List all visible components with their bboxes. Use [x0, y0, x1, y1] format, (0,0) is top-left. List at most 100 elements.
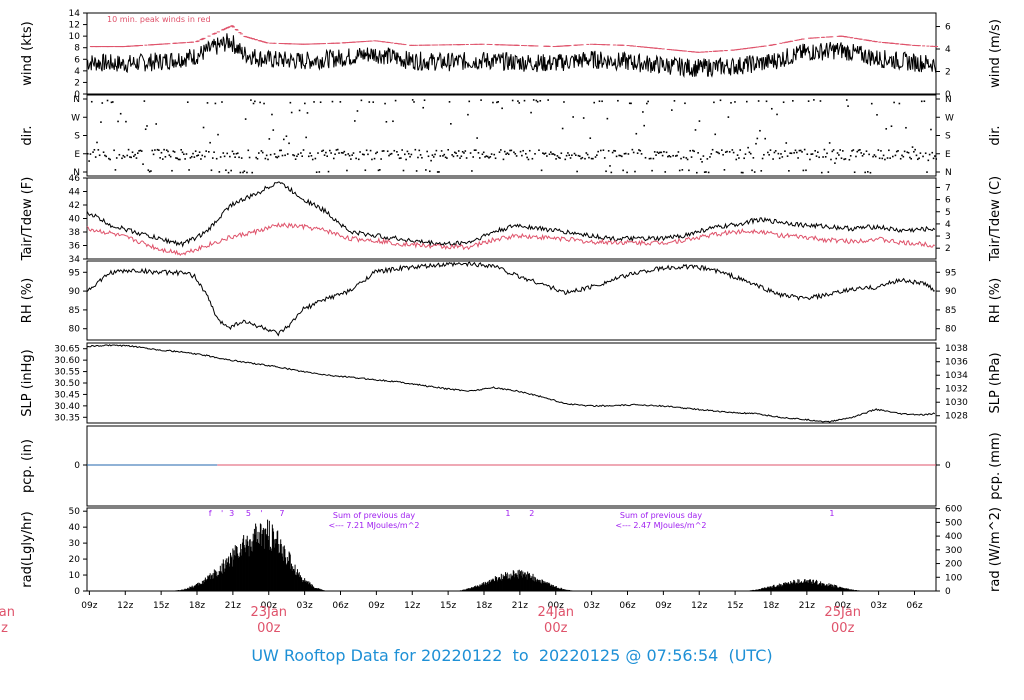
dir-dot [922, 155, 924, 158]
dir-dot [848, 158, 851, 161]
dir-dot [635, 132, 638, 135]
dir-dot [259, 101, 261, 104]
dir-dot [672, 154, 674, 157]
dir-dot [911, 146, 914, 148]
xtick-label: 00z [835, 601, 851, 611]
ytick-left-label-temp: 36 [69, 242, 81, 252]
dir-dot [296, 155, 298, 158]
dir-dot [789, 152, 791, 154]
dir-dot [622, 169, 624, 172]
dir-dot [860, 152, 863, 154]
xtick-label: 09z [368, 601, 384, 611]
dir-dot [418, 149, 421, 152]
ylabel-right-wind: wind (m/s) [988, 19, 1003, 88]
dir-dot [835, 157, 838, 160]
dir-dot [122, 154, 125, 157]
dir-dot [727, 116, 730, 118]
dir-dot [115, 157, 118, 159]
dir-dot [820, 171, 823, 174]
dir-dot [104, 154, 106, 157]
ytick-right-label-slp: 1038 [945, 344, 968, 354]
dir-dot [89, 153, 92, 155]
dir-dot [752, 157, 755, 159]
dir-dot [301, 155, 304, 158]
dir-dot [247, 149, 250, 152]
dir-dot [809, 158, 811, 161]
dir-dot [542, 152, 544, 154]
dir-dot [227, 171, 230, 174]
dir-dot [152, 153, 155, 156]
dir-dot [852, 149, 855, 151]
dir-dot [811, 153, 814, 155]
dir-dot [272, 129, 275, 131]
dir-dot [510, 149, 513, 152]
dir-dot [646, 102, 648, 105]
dir-dot [469, 152, 472, 154]
dir-dot [117, 120, 119, 123]
dir-dot [196, 154, 198, 157]
dir-dot [461, 150, 464, 153]
dir-dot [873, 154, 876, 156]
dir-dot [394, 99, 397, 102]
dir-dot [799, 149, 802, 152]
xtick-label: 18z [189, 601, 205, 611]
dir-dot [177, 158, 180, 161]
dir-dot [381, 150, 384, 152]
dir-dot [246, 171, 248, 174]
dir-dot [369, 149, 372, 152]
ylabel-left-rad: rad(Lgly/hr) [20, 511, 35, 587]
dir-dot [526, 156, 528, 159]
dir-dot [226, 152, 229, 155]
dir-dot [735, 158, 738, 161]
dir-dot [699, 158, 702, 160]
dir-dot [156, 148, 159, 151]
ytick-left-label-rad: 30 [69, 539, 81, 549]
dir-dot [327, 170, 330, 173]
dir-dot [236, 152, 239, 155]
dir-dot [163, 148, 165, 151]
dir-dot [255, 156, 257, 159]
dir-dot [135, 157, 138, 159]
dir-dot [94, 156, 97, 158]
dir-dot [827, 171, 830, 173]
panel-frame-temp [86, 177, 937, 260]
dir-dot [786, 155, 789, 157]
ylabel-right-slp: SLP (hPa) [988, 352, 1003, 413]
ytick-right-label-rad: 0 [945, 587, 951, 597]
rad-top-marker: 3 [229, 509, 234, 518]
footer-to: to [512, 646, 529, 665]
dir-dot [168, 154, 171, 156]
dir-dot [813, 99, 815, 101]
dir-dot [615, 155, 618, 158]
ytick-left-label-rad: 40 [69, 523, 81, 533]
dir-dot [539, 100, 542, 102]
dir-dot [597, 150, 599, 153]
dir-dot [769, 149, 772, 151]
dir-dot [895, 150, 898, 153]
rad-annotation-line2: <--- 2.47 MJoules/m^2 [615, 521, 706, 530]
dir-dot [838, 154, 840, 156]
dir-dot [281, 154, 284, 157]
ylabel-right-rh: RH (%) [988, 278, 1003, 323]
ytick-right-label-dir: N [945, 168, 952, 178]
dir-dot [204, 155, 206, 158]
xtick-label: 15z [153, 601, 169, 611]
dir-dot [742, 171, 744, 174]
dir-dot [252, 102, 255, 105]
dir-dot [97, 149, 100, 151]
dir-dot [749, 152, 752, 155]
dir-dot [240, 157, 243, 159]
dir-dot [421, 156, 423, 159]
ylabel-left-wind: wind (kts) [20, 21, 35, 85]
dir-dot [553, 154, 556, 156]
dir-dot [201, 154, 204, 157]
dir-dot [150, 170, 152, 172]
dir-dot [855, 155, 857, 158]
ytick-left-label-temp: 44 [69, 188, 81, 198]
dir-dot [631, 148, 634, 151]
ytick-left-label-pcp: 0 [74, 461, 80, 471]
dir-dot [323, 154, 326, 156]
dir-dot [219, 156, 222, 158]
footer-title: UW Rooftop Data for 20220122 to 20220125… [0, 646, 1024, 665]
